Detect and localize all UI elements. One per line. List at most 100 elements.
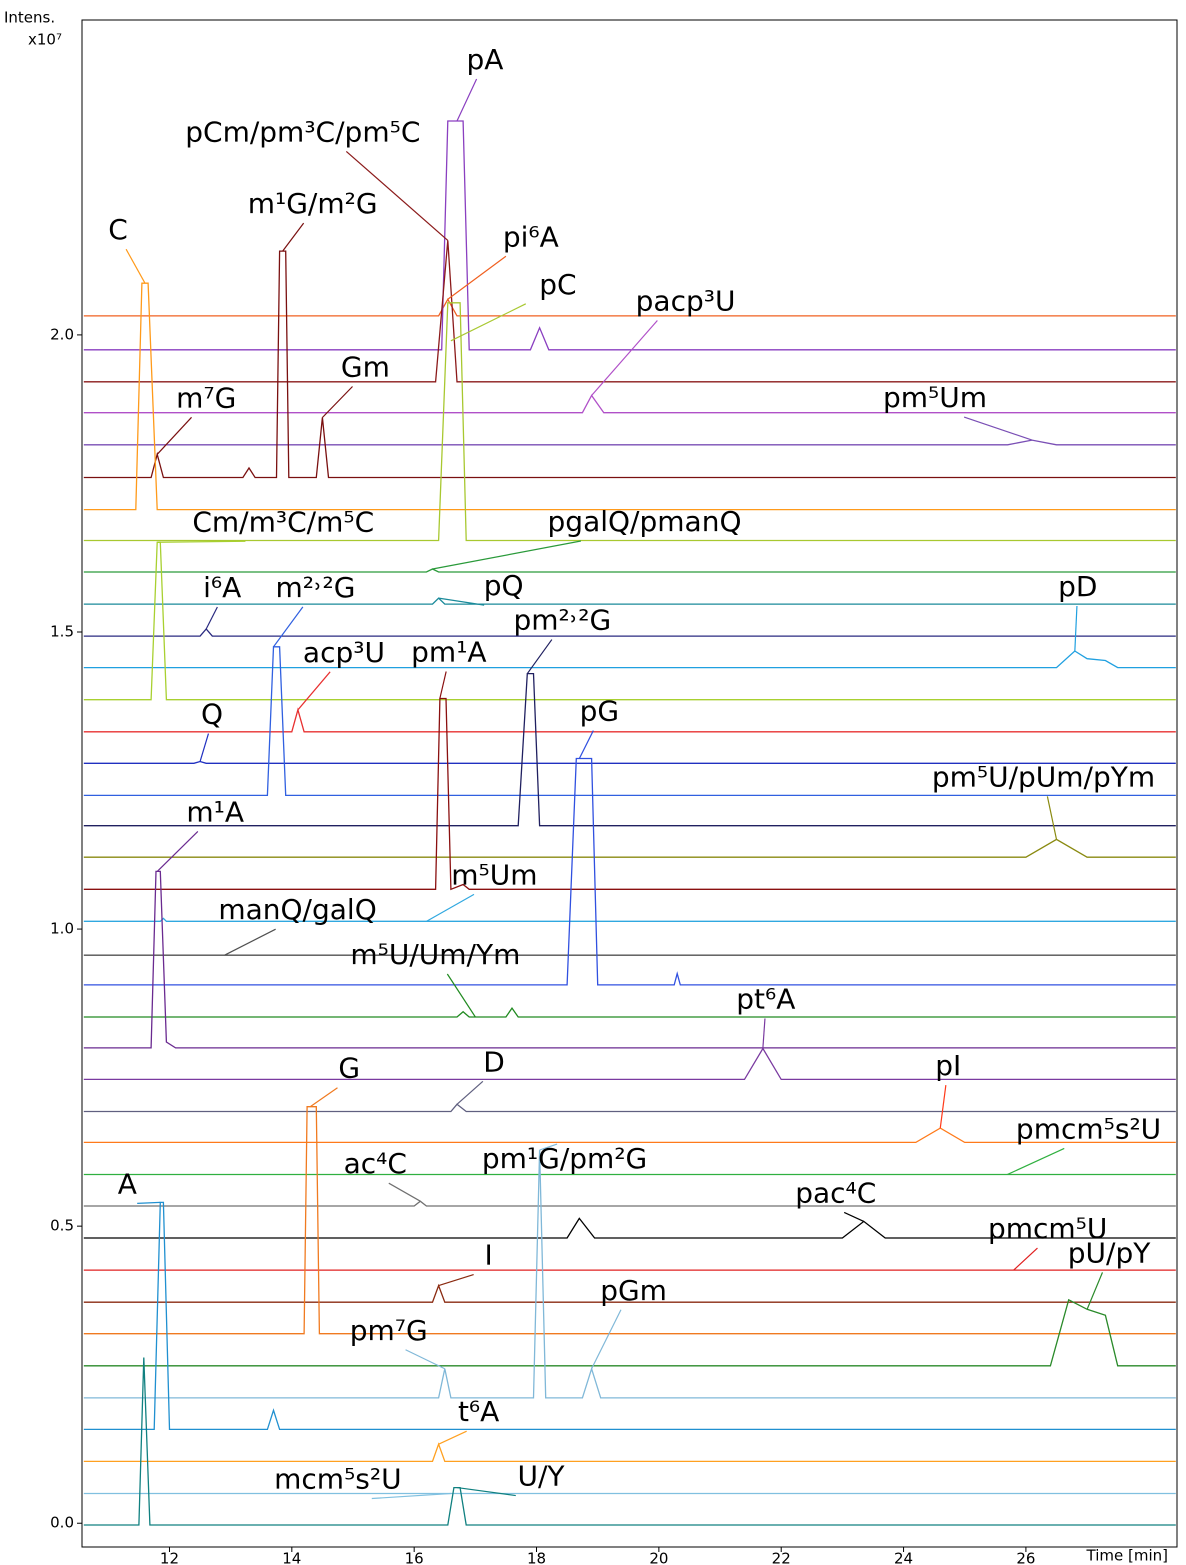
trace <box>83 1201 1176 1431</box>
trace <box>83 697 1176 891</box>
annotation: D <box>483 1045 505 1078</box>
y-axis-unit: x10⁷ <box>28 31 62 49</box>
annotation-leader <box>1007 1147 1065 1176</box>
x-tick-label: 12 <box>160 1550 179 1565</box>
annotation-leader <box>156 831 199 872</box>
annotation-leader <box>205 606 218 630</box>
annotation-leader <box>438 1430 467 1445</box>
annotation: G <box>338 1052 360 1085</box>
annotation: pacp³U <box>636 285 736 318</box>
annotation-leader <box>450 303 527 342</box>
trace <box>83 439 1176 446</box>
trace <box>83 541 1176 701</box>
trace <box>83 646 1176 797</box>
trace <box>83 250 1176 479</box>
plot-frame <box>81 19 1178 1548</box>
annotation: pCm/pm³C/pm⁵C <box>185 115 420 148</box>
x-tick-label: 18 <box>527 1550 546 1565</box>
annotation-leader <box>456 1080 484 1105</box>
annotation-leader <box>456 1486 516 1497</box>
trace <box>83 282 1176 511</box>
annotation-leader <box>591 1309 622 1370</box>
x-tick-label: 26 <box>1016 1550 1035 1565</box>
trace <box>83 302 1176 542</box>
annotation: ac⁴C <box>344 1147 407 1180</box>
annotation: Cm/m³C/m⁵C <box>192 505 374 538</box>
annotation: manQ/galQ <box>218 893 376 926</box>
annotation: pac⁴C <box>795 1176 876 1209</box>
y-tick-label: 0.5 <box>50 1217 74 1235</box>
annotation-leader <box>426 893 475 922</box>
annotation-leader <box>224 928 276 956</box>
annotation-leader <box>456 78 478 122</box>
annotation: pm⁷G <box>350 1314 428 1347</box>
annotation-leader <box>591 320 658 396</box>
y-tick-label: 1.0 <box>50 920 74 938</box>
annotation: pgalQ/pmanQ <box>548 505 742 538</box>
annotation: pm¹A <box>411 636 486 669</box>
annotation: m¹A <box>186 795 244 828</box>
x-tick-label: 16 <box>405 1550 424 1565</box>
annotation: pmcm⁵s²U <box>1016 1112 1161 1145</box>
trace <box>83 1006 1176 1018</box>
annotation-leader <box>309 1087 338 1108</box>
trace <box>83 394 1176 414</box>
annotation: m¹G/m²G <box>248 187 378 220</box>
x-axis-label: Time [min] <box>1086 1547 1168 1565</box>
annotation: Gm <box>341 350 390 383</box>
annotation: pt⁶A <box>736 982 795 1015</box>
annotation: pG <box>580 695 619 728</box>
annotation-leader <box>388 1182 421 1202</box>
trace <box>83 1200 1176 1207</box>
annotation: pi⁶A <box>503 220 559 253</box>
annotation: pU/pY <box>1068 1236 1151 1269</box>
annotation: pI <box>935 1049 961 1082</box>
trace <box>83 650 1176 669</box>
annotation: pGm <box>600 1274 667 1307</box>
annotation: pmcm⁵U <box>988 1212 1107 1245</box>
annotation-leader <box>762 1018 766 1049</box>
annotation-leader <box>156 416 192 455</box>
trace <box>83 240 1176 383</box>
trace <box>83 838 1176 858</box>
y-axis-label: Intens. <box>4 9 55 27</box>
annotation: A <box>118 1167 137 1200</box>
annotation-leader <box>438 1273 474 1287</box>
x-tick-label: 14 <box>282 1550 301 1565</box>
annotation: pm⁵Um <box>883 381 987 414</box>
annotation-leader <box>1046 796 1058 840</box>
trace <box>83 672 1176 827</box>
trace <box>83 1442 1176 1463</box>
annotation-leader <box>125 248 146 284</box>
annotation-leader <box>1086 1272 1104 1310</box>
annotation: m⁵Um <box>451 858 537 891</box>
x-tick-label: 24 <box>894 1550 913 1565</box>
trace <box>83 707 1176 733</box>
annotation: i⁶A <box>203 571 241 604</box>
trace <box>83 870 1176 1049</box>
annotation: pD <box>1058 570 1097 603</box>
trace <box>83 917 1176 922</box>
trace <box>83 1217 1176 1239</box>
trace <box>83 1047 1176 1081</box>
annotation-leader <box>526 639 553 674</box>
trace <box>83 120 1176 351</box>
trace <box>83 597 1176 605</box>
annotation: mcm⁵s²U <box>274 1463 401 1496</box>
annotation-leader <box>843 1211 865 1222</box>
trace <box>83 1106 1176 1335</box>
annotation-leader <box>1013 1247 1038 1271</box>
annotation-leader <box>345 150 449 241</box>
annotation-leader <box>439 671 447 699</box>
annotation-leader <box>282 222 305 252</box>
trace <box>83 297 1176 317</box>
annotation-leader <box>371 1492 451 1500</box>
annotation-leader <box>137 1201 161 1204</box>
annotation-leader <box>939 1085 947 1129</box>
trace <box>83 1283 1176 1303</box>
annotation: pm¹G/pm²G <box>482 1142 647 1175</box>
annotation-leader <box>438 597 485 606</box>
annotation-leader <box>1074 605 1078 652</box>
annotation: pm²˒²G <box>513 604 611 637</box>
